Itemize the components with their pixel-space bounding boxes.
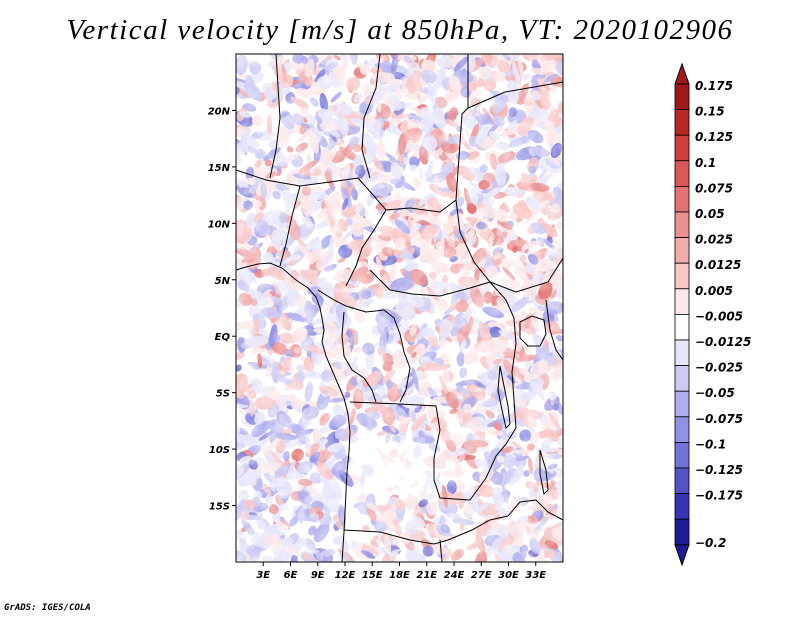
- border: [343, 515, 509, 545]
- lon-tick-label: 27E: [471, 570, 492, 581]
- colorbar-bin: [674, 313, 690, 341]
- colorbar-label: 0.125: [695, 130, 733, 144]
- colorbar-top-arrow: [674, 62, 690, 85]
- lat-tick-label: 20N: [208, 106, 231, 117]
- lake-victoria: [519, 315, 547, 347]
- colorbar-bin: [674, 467, 690, 495]
- lon-tick-label: 3E: [256, 570, 270, 581]
- colorbar-bin: [674, 416, 690, 443]
- lon-tick-label: 24E: [444, 570, 465, 581]
- lake-tanganyika: [497, 365, 511, 429]
- lat-tick-label: 5N: [215, 276, 231, 287]
- colorbar-bin: [674, 211, 690, 239]
- colorbar-bin: [674, 109, 690, 136]
- colorbar-label: −0.125: [695, 463, 743, 477]
- colorbar-label: 0.175: [695, 79, 733, 93]
- colorbar-bin: [674, 134, 690, 162]
- lon-tick-label: 18E: [389, 570, 410, 581]
- lat-tick-label: 10S: [209, 445, 230, 456]
- colorbar-label: 0.05: [695, 207, 725, 221]
- border: [317, 289, 385, 313]
- colorbar-bin: [674, 390, 690, 418]
- lon-tick-label: 15E: [362, 570, 383, 581]
- colorbar-label: 0.0125: [695, 258, 741, 272]
- coastline: [236, 262, 351, 562]
- colorbar-bin: [674, 262, 690, 290]
- colorbar-bin: [674, 83, 690, 111]
- lake-malawi: [539, 449, 549, 496]
- colorbar-bin: [674, 518, 690, 546]
- colorbar-bin: [674, 441, 690, 469]
- border: [349, 401, 507, 501]
- lon-tick-label: 9E: [311, 570, 325, 581]
- border: [507, 499, 563, 521]
- lat-tick-label: EQ: [215, 332, 231, 343]
- lat-tick-label: 10N: [208, 219, 231, 230]
- colorbar-label: −0.175: [695, 489, 743, 503]
- footer-credit: GrADS: IGES/COLA: [4, 603, 91, 613]
- colorbar-label: 0.025: [695, 233, 733, 247]
- colorbar-bin: [674, 493, 690, 520]
- colorbar-bin: [674, 160, 690, 187]
- colorbar-label: −0.05: [695, 386, 735, 400]
- colorbar-label: 0.075: [695, 181, 733, 195]
- border: [467, 81, 563, 109]
- border: [341, 311, 377, 403]
- colorbar-label: −0.005: [695, 309, 743, 323]
- lon-tick-label: 12E: [335, 570, 356, 581]
- colorbar-bin: [674, 288, 690, 315]
- colorbar-bin: [674, 185, 690, 213]
- longitude-axis: 3E 6E 9E 12E 15E 18E 21E 24E 27E 30E 33E: [256, 562, 546, 581]
- colorbar-label: −0.075: [695, 412, 743, 426]
- border: [361, 54, 381, 179]
- lat-tick-label: 5S: [216, 389, 230, 400]
- lon-tick-label: 21E: [416, 570, 437, 581]
- lon-tick-label: 33E: [525, 570, 546, 581]
- colorbar-label: −0.2: [695, 536, 726, 550]
- colorbar-bottom-arrow: [674, 544, 690, 567]
- lat-tick-label: 15N: [208, 163, 231, 174]
- border: [545, 299, 563, 361]
- colorbar-label: −0.025: [695, 361, 743, 375]
- border: [369, 269, 491, 297]
- colorbar-label: −0.1: [695, 437, 726, 451]
- colorbar-label: 0.005: [695, 284, 733, 298]
- border: [345, 209, 387, 287]
- chart-title: Vertical velocity [m/s] at 850hPa, VT: 2…: [66, 14, 734, 46]
- colorbar-label: 0.1: [695, 156, 716, 170]
- lon-tick-label: 6E: [284, 570, 298, 581]
- lon-tick-label: 30E: [498, 570, 519, 581]
- velocity-field: [236, 54, 563, 562]
- border: [279, 185, 301, 267]
- colorbar-label: −0.0125: [695, 335, 751, 349]
- colorbar-label: 0.15: [695, 105, 725, 119]
- colorbar-bin: [674, 237, 690, 264]
- boundaries: [236, 54, 563, 562]
- border: [489, 281, 517, 445]
- latitude-axis: 20N 15N 10N 5N EQ 5S 10S 15S: [208, 106, 236, 513]
- colorbar-bin: [674, 365, 690, 392]
- field-texture: [236, 54, 563, 562]
- colorbar: 0.175 0.15 0.125 0.1 0.075 0.05 0.025 0.0125 0.0…: [674, 62, 751, 567]
- border: [383, 309, 411, 403]
- border: [269, 54, 281, 179]
- border: [439, 539, 443, 562]
- lat-tick-label: 15S: [209, 502, 230, 513]
- colorbar-bin: [674, 339, 690, 367]
